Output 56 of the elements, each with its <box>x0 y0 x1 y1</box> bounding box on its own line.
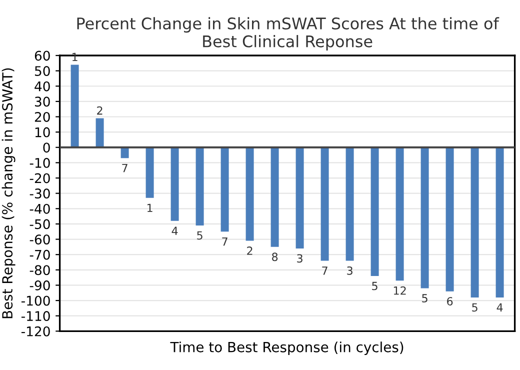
annotation: 5 <box>472 303 478 312</box>
y-tick-label: -50 <box>30 219 50 230</box>
annotation: 8 <box>272 252 278 262</box>
y-tick-label: -20 <box>30 173 50 184</box>
y-tick-label: -70 <box>30 250 50 260</box>
y-tick-label: -40 <box>30 204 50 214</box>
y-tick-label: -120 <box>21 326 50 336</box>
y-axis-title: Best Reponse (% change in mSWAT) <box>2 68 16 318</box>
y-tick-label: 0 <box>43 142 50 153</box>
y-tick-label: 50 <box>35 66 50 76</box>
y-tick-label: 20 <box>34 112 50 122</box>
annotation: 5 <box>372 282 378 290</box>
annotation: 2 <box>97 106 102 115</box>
bar <box>96 118 104 148</box>
bar <box>70 64 79 148</box>
bar <box>470 147 479 298</box>
bar <box>446 147 454 292</box>
y-tick-label: 30 <box>34 96 50 107</box>
bar <box>370 147 379 276</box>
bar <box>496 147 504 298</box>
y-tick-label: -100 <box>21 296 50 306</box>
annotation: 7 <box>122 164 128 172</box>
y-tick-label: -10 <box>30 158 50 168</box>
bar <box>396 147 404 281</box>
annotation: 1 <box>147 204 152 212</box>
annotation: 4 <box>496 303 503 312</box>
y-tick-label: 60 <box>34 50 50 61</box>
bar <box>346 147 354 261</box>
bar <box>270 147 279 247</box>
x-axis-title: Time to Best Response (in cycles) <box>170 342 404 356</box>
bar <box>296 147 304 248</box>
y-tick-label: -110 <box>21 311 50 322</box>
annotation: 2 <box>247 246 252 255</box>
bar <box>170 147 179 221</box>
y-tick-label: 10 <box>35 127 50 138</box>
y-tick-label: -80 <box>30 265 50 276</box>
annotation: 12 <box>394 286 406 295</box>
annotation: 6 <box>447 297 453 306</box>
bar <box>320 147 329 261</box>
bar <box>420 147 429 288</box>
y-tick-label: -90 <box>30 280 50 290</box>
y-tick-label: 40 <box>34 81 50 92</box>
bar <box>196 147 204 226</box>
y-tick-label: -60 <box>30 234 50 244</box>
annotation: 5 <box>422 294 428 302</box>
chart-title: Percent Change in Skin mSWAT Scores At the time of Best Clinical Reponse <box>77 17 500 50</box>
bar <box>146 147 154 198</box>
annotation: 7 <box>322 266 328 275</box>
annotation: 3 <box>347 266 352 275</box>
annotation: 5 <box>197 231 202 240</box>
bar <box>246 147 254 241</box>
y-tick-label: -30 <box>30 188 50 199</box>
annotation: 4 <box>172 226 178 235</box>
bar <box>220 147 229 232</box>
annotation: 3 <box>297 254 302 263</box>
annotation: 7 <box>222 238 228 246</box>
